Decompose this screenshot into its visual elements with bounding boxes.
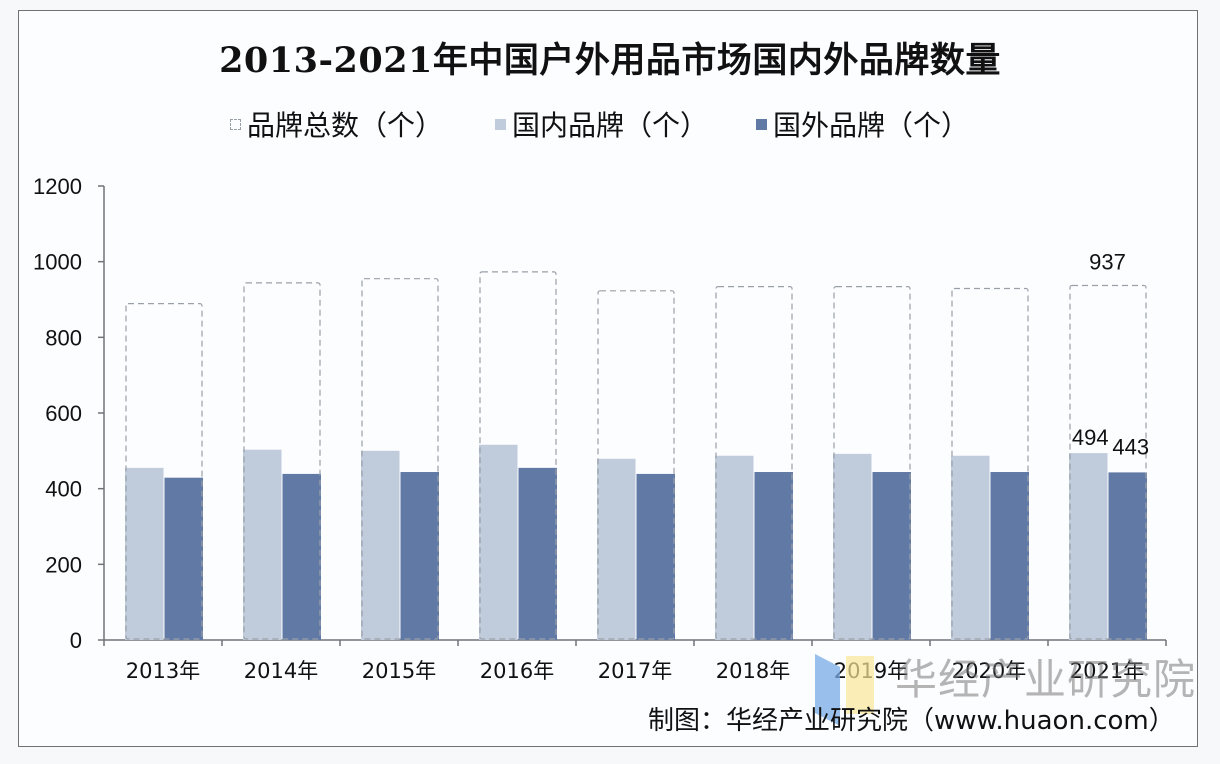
bar-domestic bbox=[1069, 453, 1108, 640]
data-label: 937 bbox=[1089, 250, 1126, 275]
data-label: 494 bbox=[1072, 425, 1109, 450]
y-tick-label: 0 bbox=[70, 628, 82, 653]
data-label: 443 bbox=[1112, 434, 1149, 459]
bar-foreign bbox=[636, 473, 675, 640]
bar-foreign bbox=[754, 472, 793, 640]
bar-domestic bbox=[951, 455, 990, 640]
bar-total-outline bbox=[361, 278, 439, 640]
bar-domestic bbox=[479, 444, 518, 640]
y-tick-label: 400 bbox=[45, 477, 82, 502]
bar-domestic bbox=[243, 449, 282, 640]
legend-swatch-domestic-icon bbox=[495, 118, 507, 130]
bar-foreign bbox=[1108, 472, 1147, 640]
bar-foreign bbox=[518, 467, 557, 640]
y-tick-label: 1200 bbox=[33, 174, 82, 199]
legend-swatch-total-icon bbox=[230, 118, 241, 130]
legend-swatch-foreign-icon bbox=[756, 118, 768, 130]
y-tick-label: 600 bbox=[45, 401, 82, 426]
bar-total-outline bbox=[951, 287, 1029, 640]
x-tick-label: 2017年 bbox=[598, 659, 672, 683]
bar-total-outline bbox=[597, 290, 675, 640]
bar-total-outline bbox=[833, 286, 911, 640]
x-tick-label: 2014年 bbox=[244, 659, 318, 683]
chart-legend: 品牌总数（个） 国内品牌（个） 国外品牌（个） bbox=[230, 106, 1009, 142]
bar-total-outline bbox=[125, 303, 203, 640]
legend-item-domestic: 国内品牌（个） bbox=[495, 104, 708, 144]
legend-item-foreign: 国外品牌（个） bbox=[756, 104, 969, 144]
y-tick-label: 1000 bbox=[33, 250, 82, 275]
legend-label-foreign: 国外品牌（个） bbox=[773, 109, 970, 142]
y-tick-label: 200 bbox=[45, 552, 82, 577]
legend-item-total: 品牌总数（个） bbox=[230, 104, 443, 144]
watermark-logo-accent-icon bbox=[846, 656, 874, 714]
chart-title: 2013-2021年中国户外用品市场国内外品牌数量 bbox=[219, 40, 1001, 81]
bar-foreign bbox=[282, 473, 321, 640]
x-tick-label: 2018年 bbox=[716, 659, 790, 683]
x-tick-label: 2020年 bbox=[952, 659, 1026, 683]
legend-label-domestic: 国内品牌（个） bbox=[512, 109, 709, 142]
bar-domestic bbox=[597, 458, 636, 640]
bar-domestic bbox=[125, 467, 164, 640]
bar-foreign bbox=[990, 472, 1029, 640]
x-tick-label: 2016年 bbox=[480, 659, 554, 683]
legend-label-total: 品牌总数（个） bbox=[247, 109, 444, 142]
x-tick-label: 2013年 bbox=[126, 659, 200, 683]
bar-total-outline bbox=[243, 282, 321, 640]
bar-domestic bbox=[833, 453, 872, 640]
bar-total-outline bbox=[1069, 284, 1147, 640]
x-tick-label: 2021年 bbox=[1070, 659, 1144, 683]
watermark-logo-icon bbox=[815, 654, 840, 726]
x-tick-label: 2015年 bbox=[362, 659, 436, 683]
bar-foreign bbox=[872, 472, 911, 640]
bar-foreign bbox=[400, 472, 439, 640]
bar-total-outline bbox=[479, 271, 557, 640]
bar-domestic bbox=[361, 450, 400, 640]
bar-total-outline bbox=[715, 286, 793, 640]
watermark: 华经产业研究院 bbox=[895, 655, 1197, 704]
bar-domestic bbox=[715, 455, 754, 640]
y-tick-label: 800 bbox=[45, 325, 82, 350]
source-note: 制图：华经产业研究院（www.huaon.com） bbox=[648, 706, 1175, 736]
bar-foreign bbox=[164, 477, 203, 640]
